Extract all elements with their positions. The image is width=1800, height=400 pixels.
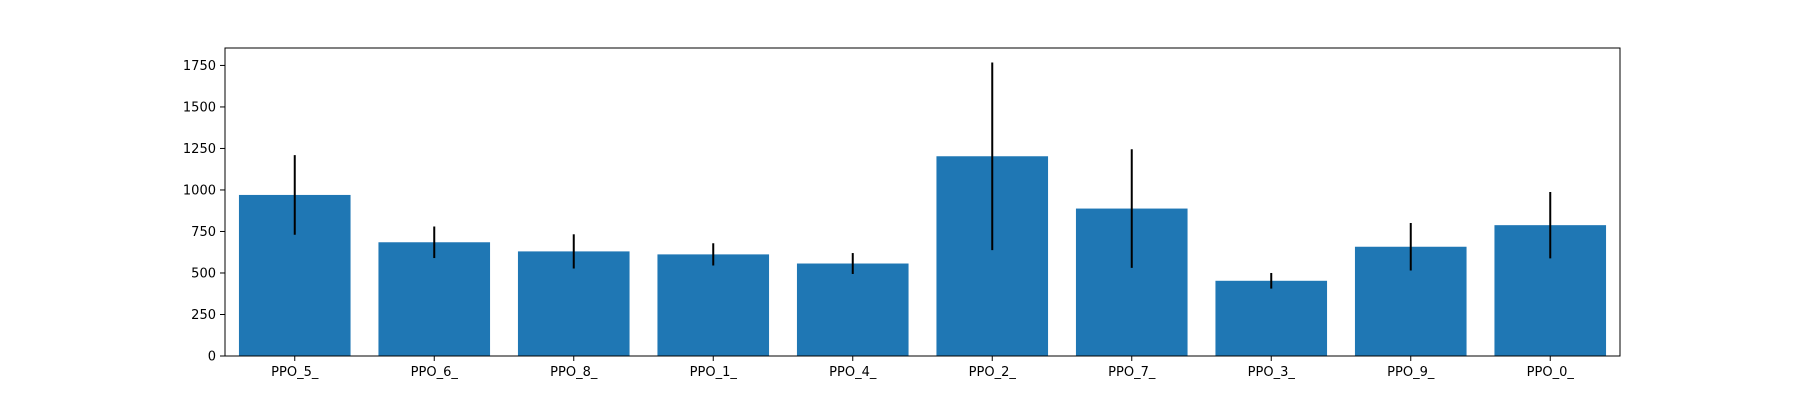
bar-ppo-8 <box>517 251 630 356</box>
y-tick-label: 750 <box>191 225 216 240</box>
x-tick-label: PPO_6_ <box>411 365 459 380</box>
bar-ppo-3 <box>1215 280 1328 356</box>
x-tick-label: PPO_0_ <box>1527 365 1575 380</box>
x-tick-label: PPO_2_ <box>969 365 1017 380</box>
y-tick-label: 500 <box>191 266 216 281</box>
bar-ppo-6 <box>378 242 491 356</box>
plot-frame <box>224 47 1621 357</box>
bar-ppo-1 <box>657 254 770 356</box>
x-tick-label: PPO_1_ <box>690 365 738 380</box>
error-bars-layer <box>293 62 1552 289</box>
y-tick-label: 1500 <box>183 100 216 115</box>
x-tick-label: PPO_4_ <box>829 365 877 380</box>
y-tick-label: 1750 <box>183 59 216 74</box>
x-axis: PPO_5_ PPO_6_ PPO_8_ PPO_1_ PPO_4_ PPO_2_ PPO_… <box>271 356 1574 380</box>
bars-layer <box>238 156 1607 356</box>
x-tick-label: PPO_3_ <box>1248 365 1296 380</box>
y-tick-label: 1250 <box>183 142 216 157</box>
x-tick-label: PPO_8_ <box>550 365 598 380</box>
y-tick-label: 250 <box>191 308 216 323</box>
bar-ppo-4 <box>796 263 909 356</box>
x-tick-label: PPO_5_ <box>271 365 319 380</box>
x-tick-label: PPO_9_ <box>1387 365 1435 380</box>
y-tick-label: 1000 <box>183 183 216 198</box>
x-tick-label: PPO_7_ <box>1108 365 1156 380</box>
y-axis: 0 250 500 750 1000 1250 1500 1750 <box>183 59 225 365</box>
y-tick-label: 0 <box>208 350 216 365</box>
